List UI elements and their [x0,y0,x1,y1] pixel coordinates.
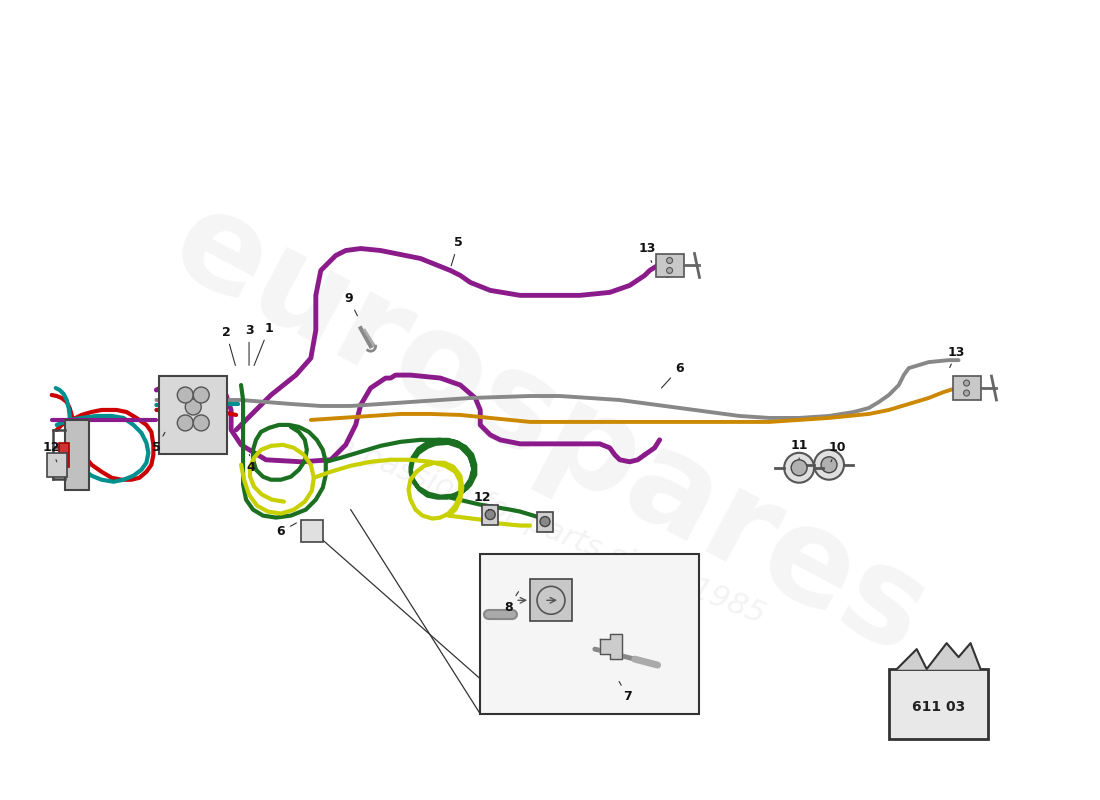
Circle shape [194,387,209,403]
Text: 6: 6 [276,523,296,538]
Circle shape [177,415,194,431]
Circle shape [485,510,495,519]
Circle shape [194,415,209,431]
Text: 4: 4 [246,454,255,474]
Circle shape [784,453,814,482]
Text: 13: 13 [948,346,966,367]
Bar [47,453,67,477]
Bar [58,443,68,466]
Text: 11: 11 [791,439,807,459]
Bar [656,254,683,278]
Polygon shape [600,634,621,659]
Bar [160,376,227,454]
Bar [301,519,322,542]
Bar [65,420,89,490]
Circle shape [964,390,969,396]
Circle shape [667,267,672,274]
Text: a passion for parts since 1985: a passion for parts since 1985 [331,430,769,630]
Text: 1: 1 [254,322,274,366]
Text: 5: 5 [451,236,463,266]
Circle shape [964,380,969,386]
Text: 7: 7 [619,682,632,703]
Text: 9: 9 [344,292,358,316]
Bar [481,554,700,714]
Circle shape [177,387,194,403]
Bar [953,376,980,400]
Text: 12: 12 [43,442,60,462]
Text: 10: 10 [828,442,846,462]
Text: 2: 2 [222,326,235,366]
Bar [530,579,572,622]
Text: 6: 6 [661,362,684,388]
Text: 5: 5 [152,432,165,454]
Text: 611 03: 611 03 [912,701,966,714]
Circle shape [821,457,837,473]
Text: eurospares: eurospares [152,178,948,682]
Text: 13: 13 [639,242,657,262]
Text: 3: 3 [244,324,253,366]
Bar [889,669,989,739]
Bar [537,512,553,531]
Bar [482,505,498,525]
Text: 8: 8 [504,592,518,614]
Circle shape [185,399,201,415]
Circle shape [791,460,807,476]
Circle shape [814,450,844,480]
Text: 12: 12 [473,491,491,510]
Polygon shape [896,643,980,669]
Circle shape [540,517,550,526]
Circle shape [667,258,672,263]
